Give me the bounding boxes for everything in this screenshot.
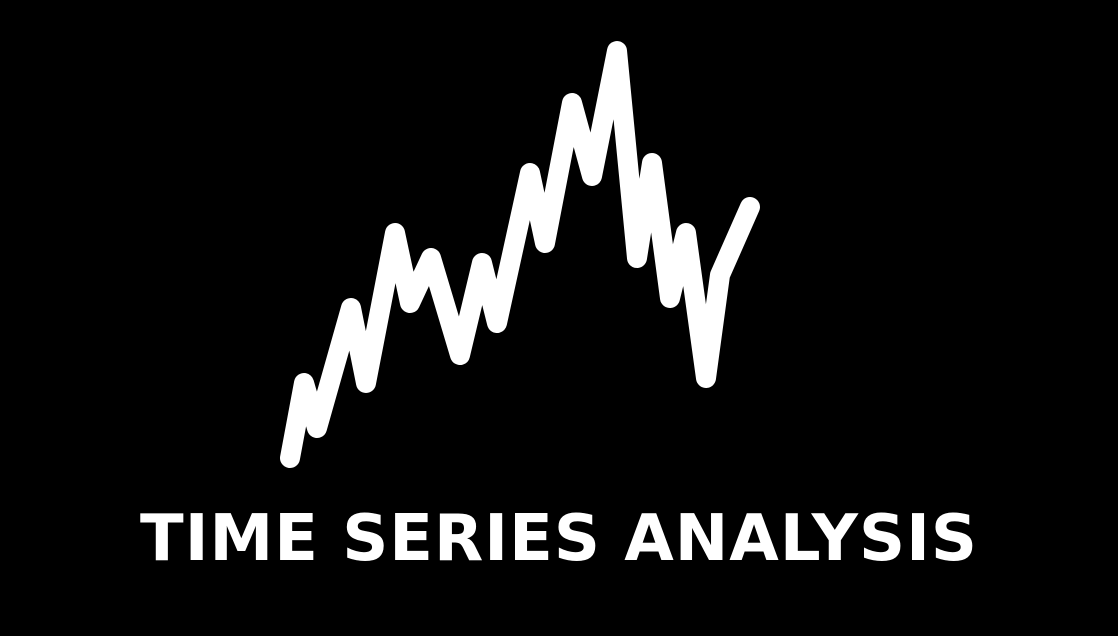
logo-title: TIME SERIES ANALYSIS [140, 502, 978, 576]
time-series-line [280, 41, 760, 468]
